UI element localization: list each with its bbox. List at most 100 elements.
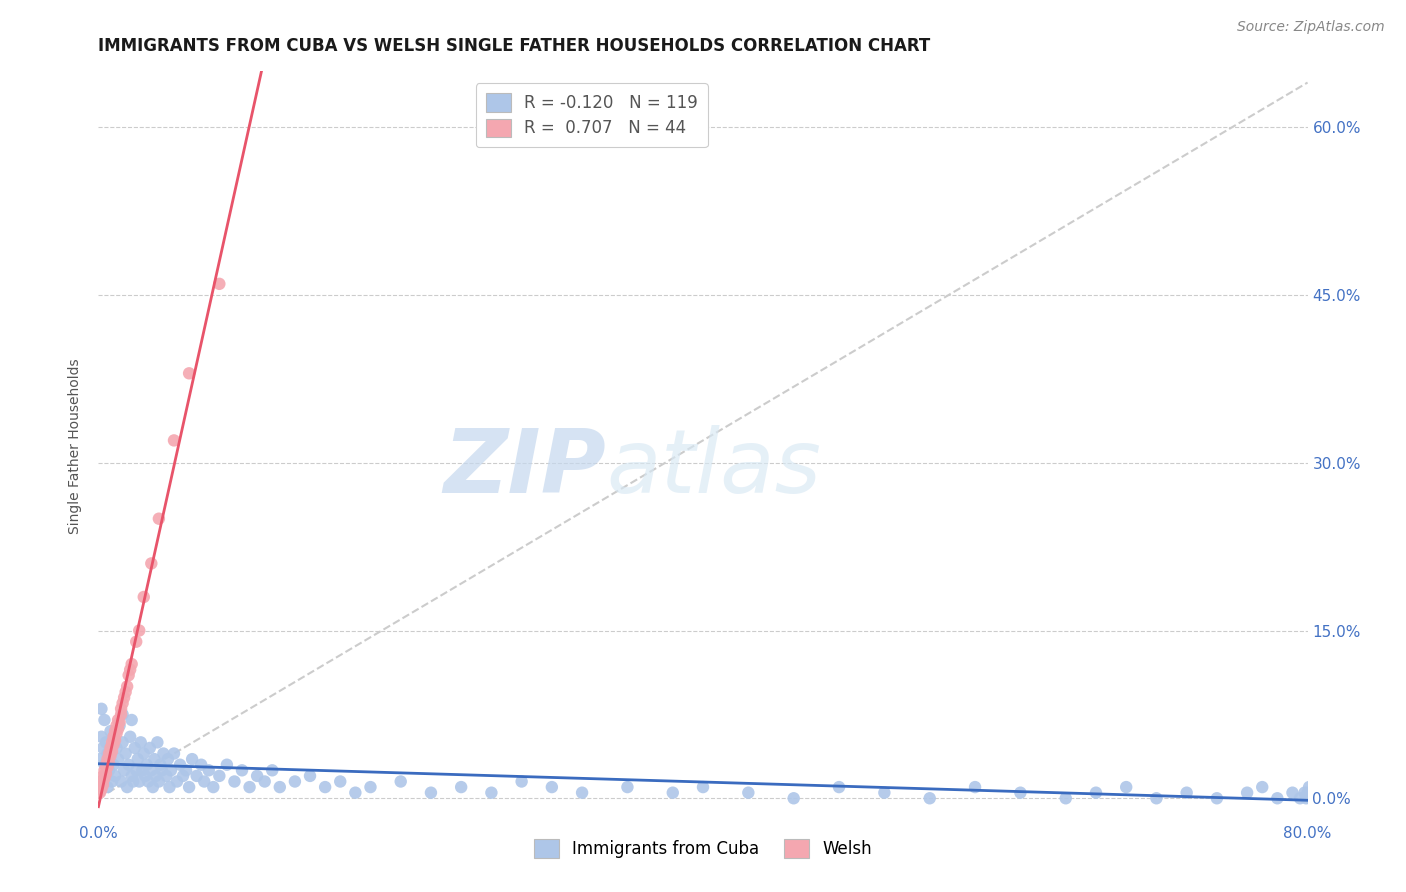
Point [94,757,117,772]
Point [262,764,284,778]
Point [150,764,173,778]
Point [1298,780,1320,794]
Point [103,738,125,752]
Point [1305,791,1327,805]
Point [143,752,166,766]
Point [149,757,172,772]
Point [98,747,121,761]
Point [1302,791,1324,805]
Point [115,680,138,694]
Point [1301,786,1323,800]
Point [89,780,111,794]
Point [105,741,128,756]
Point [1206,791,1229,805]
Point [172,769,194,783]
Text: atlas: atlas [606,425,821,511]
Point [1303,786,1326,800]
Point [186,769,208,783]
Point [360,780,382,794]
Point [100,741,122,756]
Point [104,769,127,783]
Point [112,690,135,705]
Point [118,668,141,682]
Point [163,747,186,761]
Point [420,786,443,800]
Point [152,747,174,761]
Point [160,764,183,778]
Point [1308,786,1330,800]
Point [142,780,165,794]
Point [131,764,153,778]
Point [215,757,238,772]
Point [104,733,127,747]
Point [105,718,128,732]
Point [1296,786,1319,800]
Point [231,764,253,778]
Point [179,780,201,794]
Point [1054,791,1077,805]
Point [111,735,134,749]
Point [616,780,638,794]
Text: ZIP: ZIP [443,425,606,512]
Point [115,780,138,794]
Point [1299,791,1322,805]
Point [314,780,336,794]
Point [965,780,987,794]
Point [174,764,197,778]
Point [918,791,941,805]
Point [139,741,162,756]
Point [208,769,231,783]
Point [111,707,134,722]
Point [269,780,291,794]
Point [114,747,136,761]
Point [107,752,129,766]
Point [1289,791,1312,805]
Point [1144,791,1167,805]
Point [135,757,157,772]
Point [190,757,212,772]
Point [1294,786,1316,800]
Point [94,766,117,780]
Point [1115,780,1137,794]
Point [179,367,201,381]
Point [163,434,186,448]
Point [121,657,143,671]
Point [284,774,307,789]
Point [155,769,177,783]
Point [1175,786,1198,800]
Point [1281,786,1303,800]
Point [181,752,204,766]
Point [224,774,246,789]
Point [129,735,152,749]
Point [93,771,115,785]
Point [90,730,112,744]
Point [101,735,124,749]
Point [389,774,412,789]
Point [110,707,132,722]
Point [329,774,352,789]
Point [208,277,231,291]
Point [1236,786,1258,800]
Point [89,786,111,800]
Point [100,748,122,763]
Point [125,764,148,778]
Point [253,774,276,789]
Point [828,780,851,794]
Point [96,752,118,766]
Point [202,780,225,794]
Point [132,747,155,761]
Y-axis label: Single Father Households: Single Father Households [69,359,83,533]
Point [105,726,128,740]
Point [111,696,134,710]
Point [94,735,117,749]
Point [128,624,150,638]
Point [96,747,118,761]
Point [193,774,215,789]
Point [1251,780,1274,794]
Point [146,735,169,749]
Point [128,774,150,789]
Point [510,774,533,789]
Point [100,724,122,739]
Point [98,764,121,778]
Point [93,713,115,727]
